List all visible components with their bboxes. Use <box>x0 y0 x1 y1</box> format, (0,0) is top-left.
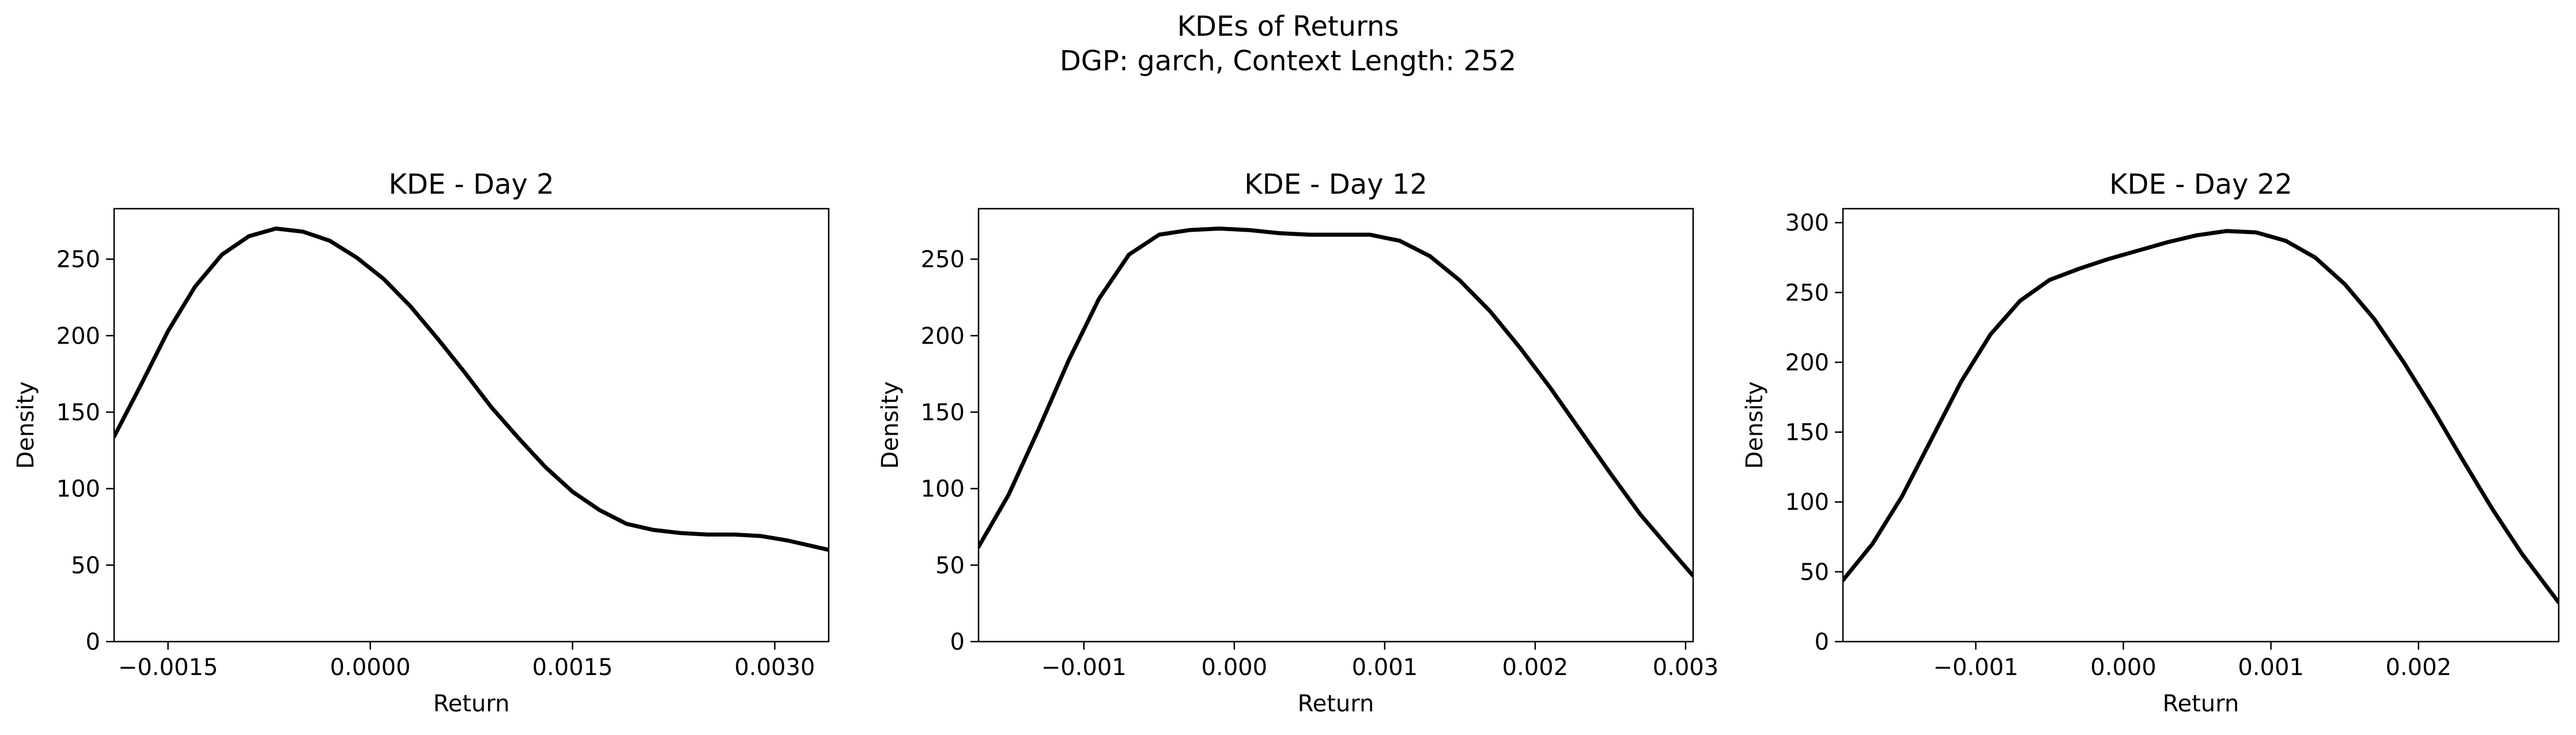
x-tick-label: 0.002 <box>1502 654 1569 681</box>
axes-frame <box>977 208 1694 643</box>
chart-title: KDE - Day 22 <box>2109 168 2292 201</box>
y-tick-label: 0 <box>950 629 965 655</box>
x-axis-label: Return <box>433 691 510 717</box>
y-tick-label: 100 <box>1785 489 1829 516</box>
x-tick-label: −0.001 <box>1041 654 1127 681</box>
axes-frame <box>113 208 830 643</box>
y-tick-label: 50 <box>71 552 100 579</box>
figure-subtitle: DGP: garch, Context Length: 252 <box>1060 45 1516 77</box>
y-tick-label: 0 <box>1815 629 1829 655</box>
y-tick-label: 200 <box>1785 349 1829 376</box>
y-tick-label: 200 <box>921 323 965 349</box>
figure-title: KDEs of Returns <box>1177 10 1399 43</box>
x-tick-label: 0.001 <box>2238 654 2304 681</box>
axes-frame <box>1842 208 2560 643</box>
y-tick-label: 0 <box>86 629 100 655</box>
y-tick-label: 100 <box>921 476 965 503</box>
kde-line <box>114 227 829 552</box>
y-axis-label: Density <box>13 381 39 469</box>
x-tick-label: 0.000 <box>1202 654 1268 681</box>
chart-panel-1: KDE - Day 2 −0.0015 0.0000 0.0015 0.0030 0 50 1… <box>13 168 830 717</box>
chart-title: KDE - Day 12 <box>1244 168 1427 201</box>
kde-line <box>979 227 1693 578</box>
y-tick-label: 150 <box>921 399 965 426</box>
y-tick-label: 250 <box>56 247 100 273</box>
chart-panel-2: KDE - Day 12 −0.001 0.000 0.001 0.002 0.003 0 5… <box>877 168 1718 717</box>
x-tick-label: −0.0015 <box>118 654 218 681</box>
x-tick-label: 0.002 <box>2385 654 2452 681</box>
x-tick-label: 0.003 <box>1653 654 1719 681</box>
y-axis-label: Density <box>1742 381 1768 469</box>
chart-panel-3: KDE - Day 22 −0.001 0.000 0.001 0.002 0 50 100 1… <box>1742 168 2560 717</box>
y-tick-label: 150 <box>56 399 100 426</box>
chart-title: KDE - Day 2 <box>388 168 554 201</box>
y-tick-label: 250 <box>921 247 965 273</box>
y-tick-label: 150 <box>1785 420 1829 446</box>
panels: KDE - Day 2−0.0015 0.0000 0.0015 0.00300501… <box>13 168 2560 717</box>
y-tick-label: 250 <box>1785 280 1829 306</box>
x-axis-label: Return <box>2163 691 2239 717</box>
y-tick-label: 50 <box>935 552 965 579</box>
x-tick-label: 0.0030 <box>734 654 815 681</box>
y-tick-label: 300 <box>1785 210 1829 236</box>
x-tick-label: −0.001 <box>1933 654 2018 681</box>
x-tick-label: 0.0015 <box>532 654 613 681</box>
y-tick-label: 100 <box>56 476 100 503</box>
y-tick-label: 200 <box>56 323 100 349</box>
x-tick-label: 0.000 <box>2090 654 2156 681</box>
x-axis-label: Return <box>1298 691 1374 717</box>
y-axis-label: Density <box>877 381 904 469</box>
x-tick-label: 0.0000 <box>330 654 411 681</box>
y-tick-label: 50 <box>1800 559 1829 586</box>
x-tick-label: 0.001 <box>1352 654 1418 681</box>
kde-line <box>1843 229 2559 605</box>
